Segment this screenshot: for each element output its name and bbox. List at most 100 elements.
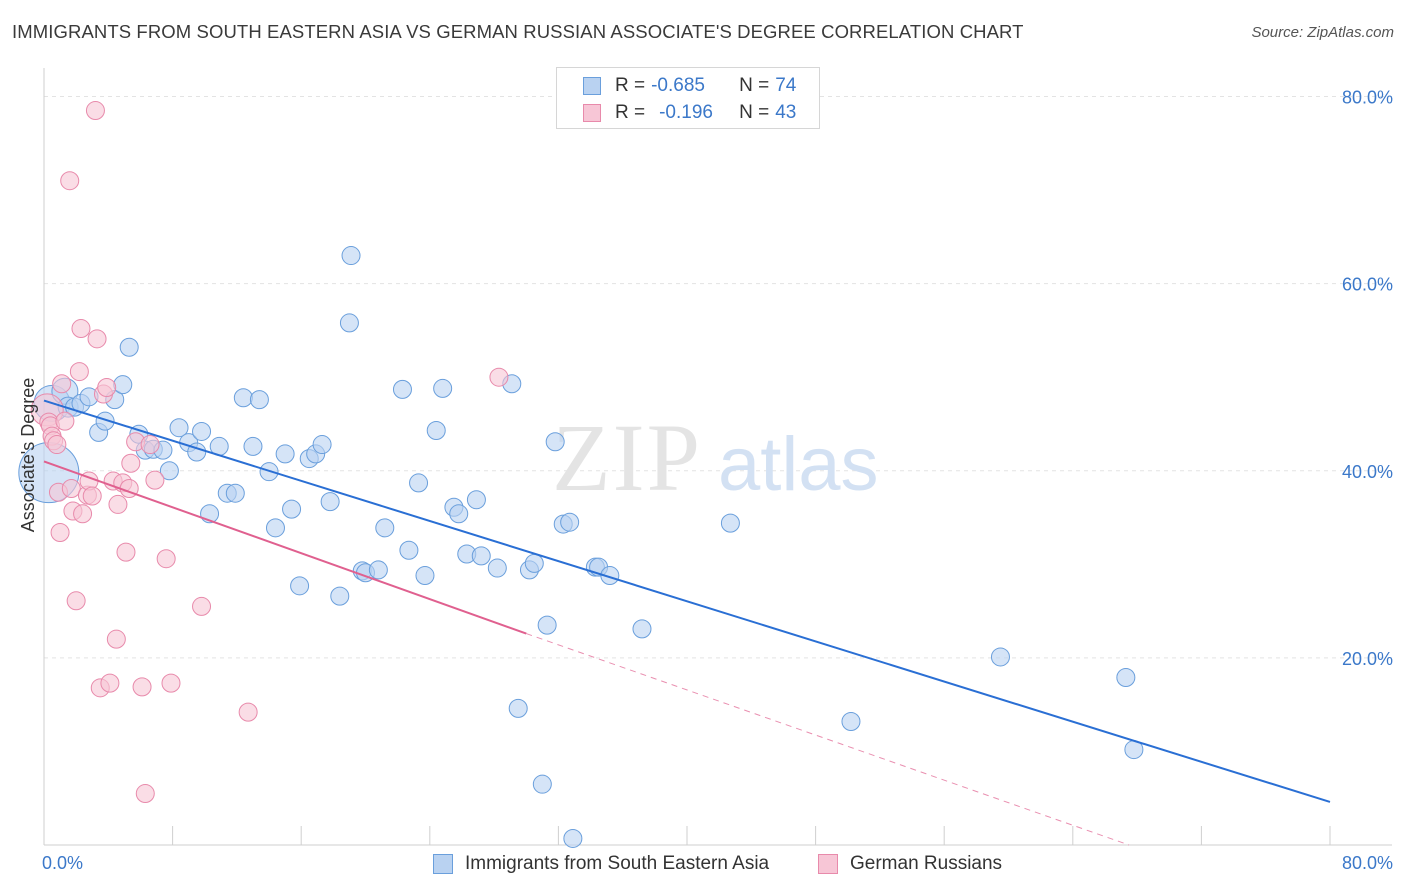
correlation-legend: R = -0.685 N = 74 R = -0.196 N = 43 [556,67,820,129]
blue-trend-line [43,399,1331,803]
blue-data-point [426,421,446,441]
bottom-legend-label-pink: German Russians [850,853,1003,874]
blue-data-point [249,390,269,410]
blue-data-point [487,558,507,578]
blue-data-point [392,379,412,399]
legend-n-value: 43 [775,102,797,123]
y-axis-title: Associate's Degree [18,378,38,533]
pink-data-point [47,435,67,455]
blue-data-point [508,698,528,718]
watermark-atlas: atlas [718,422,879,507]
blue-data-point [265,518,285,538]
y-tick-label: 20.0% [1342,649,1393,669]
pink-trend-extension [526,633,1130,846]
pink-data-point [82,486,102,506]
pink-data-point [69,362,89,382]
blue-data-point [312,435,332,455]
pink-data-point [116,542,136,562]
blue-data-point [233,388,253,408]
pink-data-point [61,479,81,499]
blue-data-point [95,411,115,431]
y-tick-label: 40.0% [1342,462,1393,482]
blue-data-point [330,586,350,606]
watermark-zip: ZIP [552,404,702,511]
blue-data-point [433,378,453,398]
pink-trend-line [43,460,527,635]
blue-data-point [563,828,583,848]
watermark: ZIP atlas [552,404,879,511]
legend-r-value: -0.685 [651,75,705,96]
x-tick-label-max: 80.0% [1342,853,1393,873]
blue-data-point [225,483,245,503]
blue-data-point [471,546,491,566]
blue-data-point [341,246,361,266]
blue-data-point [275,444,295,464]
trend-lines [43,399,1331,846]
pink-data-point [132,677,152,697]
blue-data-point [159,461,179,481]
pink-data-point [50,523,70,543]
legend-n-value: 74 [775,75,797,96]
grid-lines [44,96,1392,659]
bottom-legend-label-blue: Immigrants from South Eastern Asia [465,853,770,874]
pink-data-point [73,504,93,524]
legend-swatch-blue [583,77,601,95]
pink-data-point [161,673,181,693]
pink-data-point [140,435,160,455]
blue-data-point [449,504,469,524]
pink-data-point [121,453,141,473]
pink-data-point [489,367,509,387]
blue-data-point [192,421,212,441]
pink-data-point [87,329,107,349]
legend-r-label: R = [615,102,646,123]
pink-data-point [192,596,212,616]
pink-data-point [100,673,120,693]
pink-data-point [145,470,165,490]
pink-data-point [60,171,80,191]
blue-data-point [399,540,419,560]
legend-n-label: N = [739,102,770,123]
blue-data-point [632,619,652,639]
y-tick-label: 80.0% [1342,88,1393,108]
blue-data-point [119,337,139,357]
blue-data-point [113,375,133,395]
pink-data-point [71,319,91,339]
blue-data-point [339,313,359,333]
blue-data-point [409,473,429,493]
data-points [18,101,1144,848]
blue-data-point [466,490,486,510]
legend-swatch-pink [583,104,601,122]
pink-data-point [85,101,105,121]
chart-title: IMMIGRANTS FROM SOUTH EASTERN ASIA VS GE… [12,21,1024,42]
x-tick-label-min: 0.0% [42,853,83,873]
blue-data-point [290,576,310,596]
blue-data-point [169,418,189,438]
legend-row-pink: R = -0.196 N = 43 [583,101,796,125]
pink-data-point [108,494,128,514]
bottom-legend-swatch-blue [433,854,453,874]
blue-data-point [282,499,302,519]
blue-data-point [320,492,340,512]
pink-data-point [66,591,86,611]
legend-row-blue: R = -0.685 N = 74 [583,74,796,98]
blue-data-point [841,711,861,731]
pink-data-point [156,549,176,569]
blue-data-point [990,647,1010,667]
blue-data-point [532,774,552,794]
y-tick-label: 60.0% [1342,275,1393,295]
blue-data-point [1116,668,1136,688]
pink-data-point [135,784,155,804]
blue-data-point [600,566,620,586]
legend-n-label: N = [739,75,770,96]
tick-labels: 20.0% 40.0% 60.0% 80.0% 0.0% 80.0% [42,88,1393,874]
pink-data-point [52,374,72,394]
blue-data-point [368,560,388,580]
legend-r-label: R = [615,75,646,96]
bottom-legend-item-blue: Immigrants from South Eastern Asia [433,852,769,876]
blue-data-point [560,512,580,532]
blue-data-point [415,566,435,586]
legend-r-value: -0.196 [659,102,713,123]
bottom-legend-item-pink: German Russians [818,852,1002,876]
blue-data-point [545,432,565,452]
